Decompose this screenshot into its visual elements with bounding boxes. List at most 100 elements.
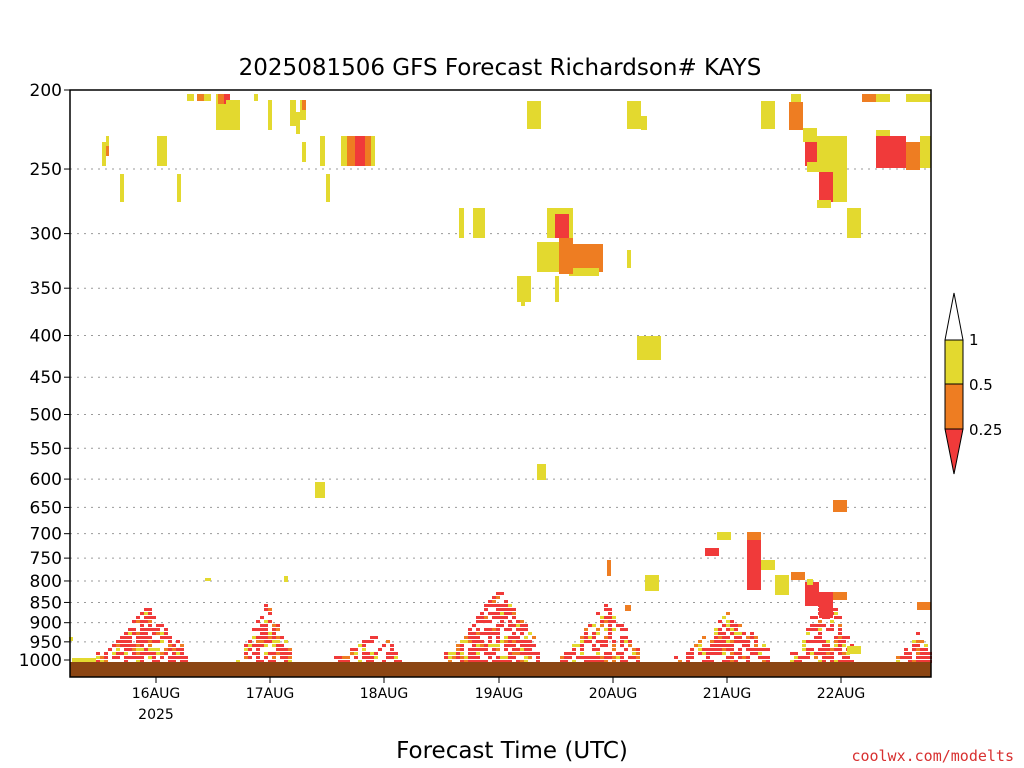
ri-cell [528, 656, 532, 659]
ri-cell [674, 656, 678, 659]
ri-cell [476, 640, 480, 643]
ri-cell [604, 640, 608, 643]
ri-cell [537, 464, 546, 480]
ri-cell [136, 652, 140, 655]
ri-cell [488, 620, 492, 623]
ri-cell [302, 100, 306, 110]
ri-cell [730, 624, 734, 627]
ri-cell [600, 656, 604, 659]
ri-cell [148, 628, 152, 631]
ri-cell [280, 644, 284, 647]
ri-cell [464, 660, 468, 663]
ri-cell [496, 648, 500, 651]
ri-cell [584, 640, 588, 643]
ri-cell [394, 652, 398, 655]
ri-cell [536, 652, 540, 655]
ri-cell [636, 660, 640, 663]
ri-cell [564, 652, 568, 655]
ri-cell [106, 136, 109, 148]
ri-cell [500, 660, 504, 663]
ri-cell [132, 632, 136, 635]
ri-cell [726, 620, 730, 623]
ri-cell [710, 648, 714, 651]
ri-cell [148, 656, 152, 659]
ri-cell [726, 636, 730, 639]
ri-cell [789, 102, 803, 130]
ri-cell [386, 656, 390, 659]
ri-cell [624, 636, 628, 639]
ri-cell [382, 660, 386, 663]
ri-cell [136, 616, 140, 619]
ri-cell [116, 652, 120, 655]
ri-cell [472, 640, 476, 643]
ri-cell [370, 656, 374, 659]
ri-cell [833, 592, 847, 600]
ri-cell [144, 632, 148, 635]
ri-cell [826, 652, 830, 655]
ri-cell [148, 644, 152, 647]
ri-cell [826, 640, 830, 643]
ri-cell [710, 644, 714, 647]
ri-cell [476, 636, 480, 639]
ri-cell [584, 656, 588, 659]
ri-cell [896, 656, 900, 659]
ri-cell [698, 652, 702, 655]
ri-cell [620, 656, 624, 659]
ri-cell [252, 636, 256, 639]
ri-cell [366, 652, 370, 655]
ri-cell [766, 656, 770, 659]
ri-cell [172, 648, 176, 651]
ri-cell [912, 640, 916, 643]
ri-cell [718, 640, 722, 643]
ri-cell [456, 656, 460, 659]
ri-cell [738, 656, 742, 659]
ri-cell [256, 644, 260, 647]
ri-cell [504, 640, 508, 643]
ri-cell [112, 644, 116, 647]
ri-cell [838, 644, 842, 647]
ri-cell [284, 576, 288, 582]
ri-cell [504, 648, 508, 651]
ri-cell [480, 640, 484, 643]
ri-cell [100, 660, 104, 663]
ri-cell [452, 652, 456, 655]
ri-cell [492, 652, 496, 655]
ri-cell [620, 636, 624, 639]
ri-cell [842, 640, 846, 643]
ri-cell [226, 100, 240, 130]
ri-cell [580, 656, 584, 659]
ri-cell [276, 640, 280, 643]
ri-cell [508, 628, 512, 631]
ri-cell [256, 656, 260, 659]
ri-cell [608, 624, 612, 627]
ri-cell [580, 652, 584, 655]
ri-cell [516, 636, 520, 639]
ri-cell [819, 172, 833, 202]
ri-cell [838, 632, 842, 635]
colorbar-bin-yellow [944, 339, 964, 385]
y-tick-label: 950 [30, 633, 62, 653]
ri-cell [924, 660, 928, 663]
ri-cell [822, 648, 826, 651]
ri-cell [460, 660, 464, 663]
ri-cell [750, 652, 754, 655]
ri-cell [160, 636, 164, 639]
ri-cell [280, 636, 284, 639]
ri-cell [96, 660, 100, 663]
chart-title: 2025081506 GFS Forecast Richardson# KAYS [239, 55, 762, 81]
ri-cell [284, 660, 288, 663]
ri-cell [492, 628, 496, 631]
ri-cell [156, 632, 160, 635]
ri-cell [102, 142, 106, 166]
ri-cell [584, 660, 588, 663]
ri-cell [350, 648, 354, 651]
ri-cell [124, 640, 128, 643]
ri-cell [276, 628, 280, 631]
ri-cell [810, 652, 814, 655]
ri-cell [830, 660, 834, 663]
x-tick-label: 18AUG [360, 686, 409, 702]
ri-cell [472, 648, 476, 651]
ri-cell [726, 644, 730, 647]
colorbar-label: 0.5 [969, 376, 993, 394]
ri-cell [758, 656, 762, 659]
